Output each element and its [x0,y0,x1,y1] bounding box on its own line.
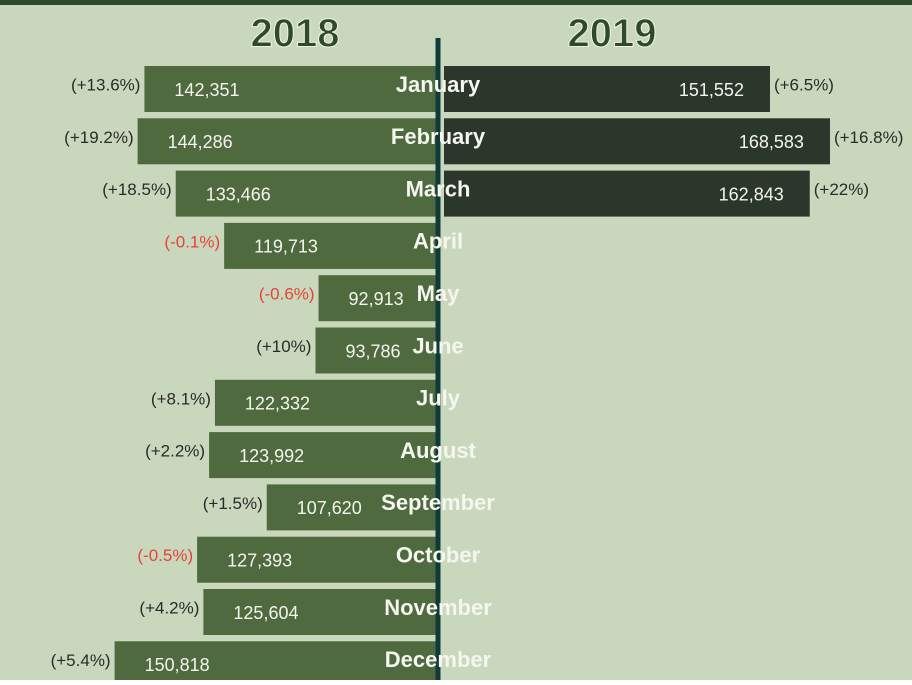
value-label: 107,620 [297,498,362,518]
top-strip [0,0,912,5]
change-label: (+2.2%) [145,442,205,461]
value-label: 151,552 [679,80,744,100]
value-label: 168,583 [739,132,804,152]
bar [197,536,438,583]
bar [266,484,438,531]
category-label: October [396,543,481,568]
series-title: 2018 [251,12,340,56]
change-label: (+18.5%) [102,180,171,199]
category-label: April [413,229,463,254]
bar [444,118,830,165]
bar [318,275,438,322]
change-label: (-0.6%) [259,285,315,304]
value-label: 142,351 [174,80,239,100]
change-label: (+4.2%) [139,598,199,617]
value-label: 119,713 [254,237,318,257]
bar [203,589,438,635]
change-label: (+10%) [256,337,311,356]
value-label: 92,913 [349,289,404,309]
category-label: May [417,281,461,306]
change-label: (+1.5%) [203,494,263,513]
change-label: (-0.5%) [137,546,193,565]
bar [444,66,770,112]
change-label: (+16.8%) [834,128,903,147]
change-label: (+19.2%) [64,128,133,147]
bar [114,641,439,685]
value-label: 133,466 [206,184,271,204]
category-label: January [396,72,481,97]
change-label: (+13.6%) [71,75,140,94]
center-line [435,38,441,680]
category-label: February [391,124,486,149]
change-label: (+22%) [814,180,869,199]
bar [315,327,438,374]
labels: 2018 142,351 (+13.6%) 144,286 (+19.2%) 133,46… [51,11,904,675]
change-label: (-0.1%) [164,232,220,251]
value-label: 162,843 [719,184,784,204]
marks [114,66,830,685]
value-label: 122,332 [245,394,310,414]
category-label: August [400,438,476,463]
bar [214,379,438,426]
change-label: (+8.1%) [151,389,211,408]
value-label: 123,992 [239,446,304,466]
category-label: June [412,333,463,358]
series-title: 2019 [568,12,657,56]
category-label: March [406,176,471,201]
bar [144,66,439,112]
value-label: 127,393 [227,550,292,570]
value-label: 144,286 [168,132,233,152]
category-label: December [385,647,492,672]
change-label: (+6.5%) [774,75,834,94]
bar [175,170,438,217]
value-label: 125,604 [233,603,298,623]
value-label: 93,786 [345,341,400,361]
bar [444,170,810,217]
bar [137,118,439,165]
value-label: 150,818 [145,655,210,675]
change-label: (+5.4%) [51,651,111,670]
bar [224,222,438,269]
category-label: November [384,595,492,620]
category-label: July [416,386,461,411]
category-label: September [381,490,495,515]
bar [209,432,438,479]
